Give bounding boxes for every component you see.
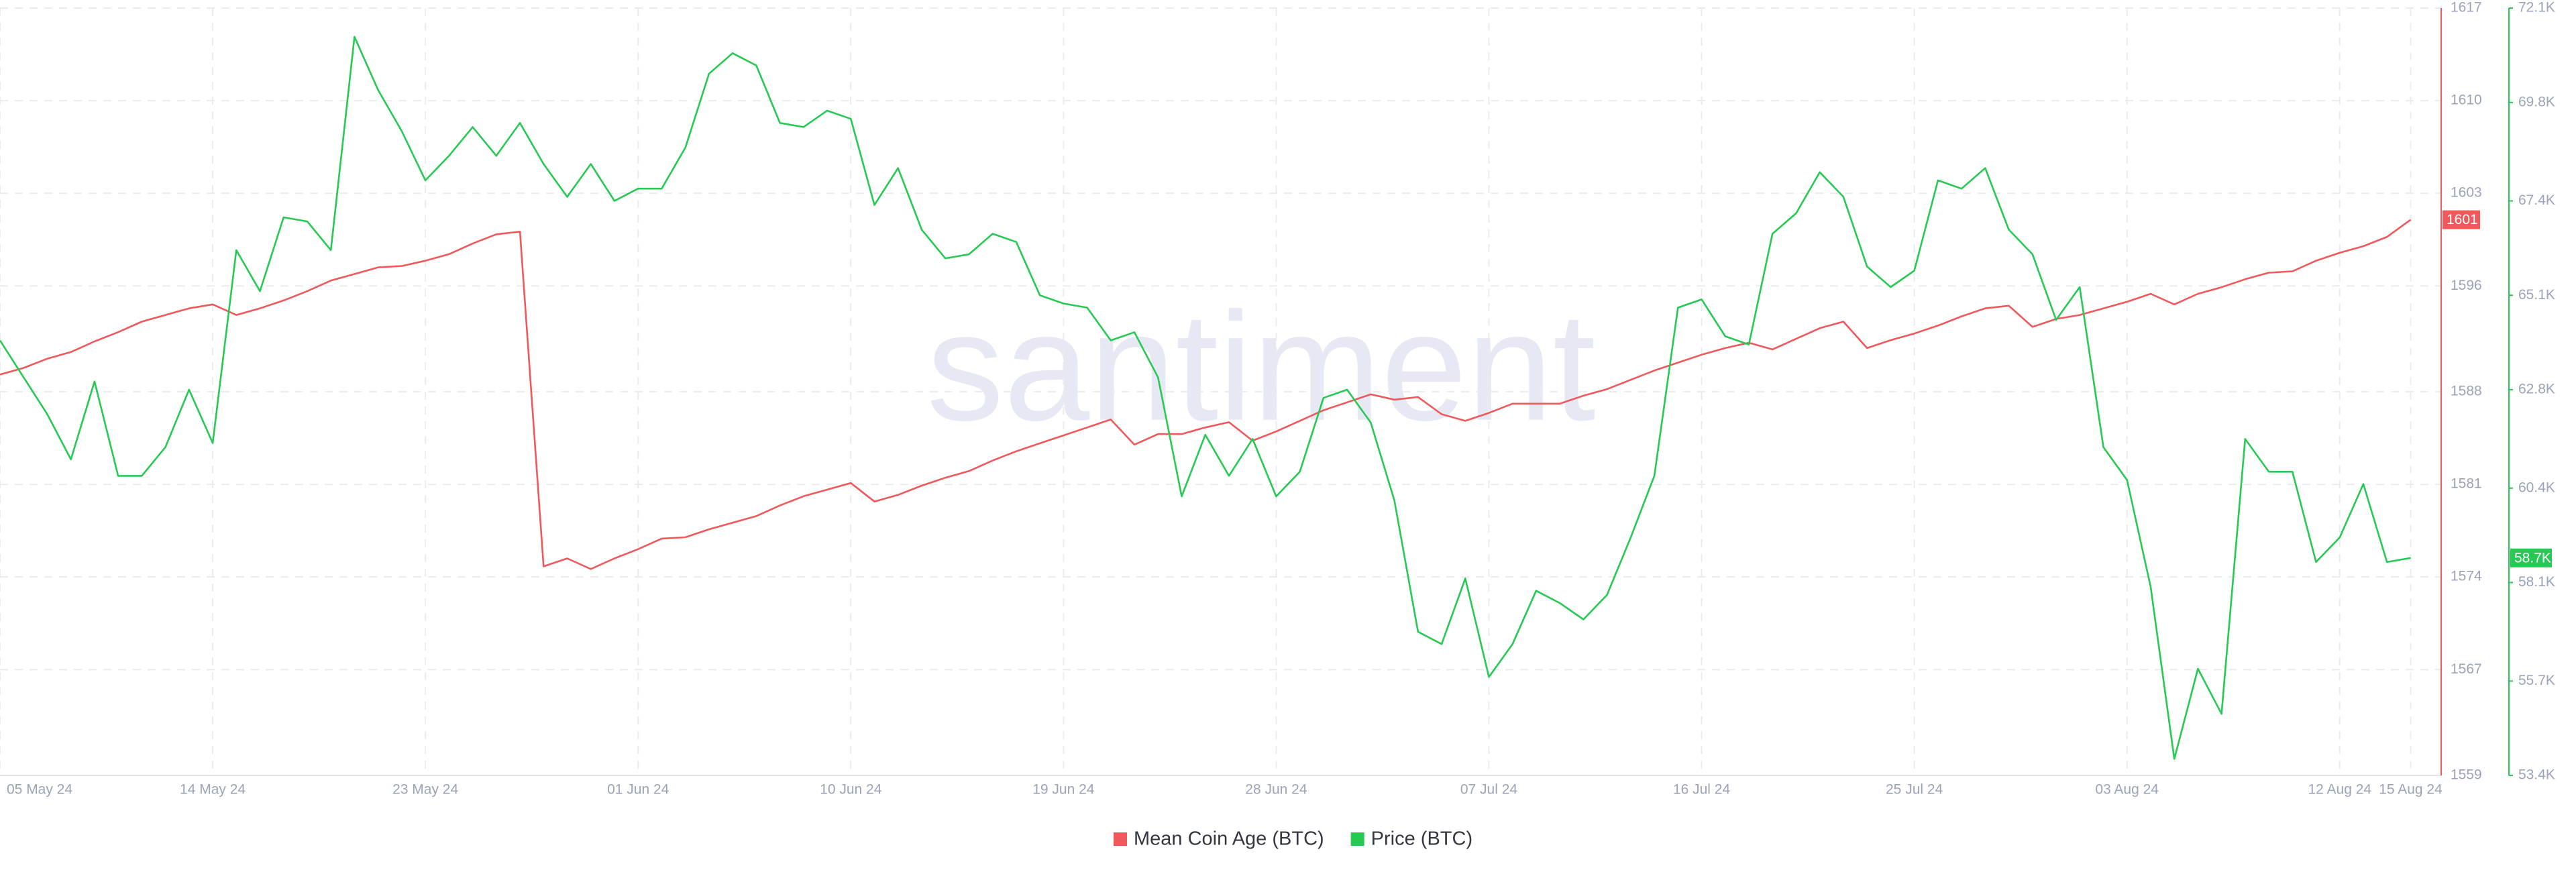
y2-tick-label: 69.8K — [2518, 94, 2555, 109]
x-tick-label: 12 Aug 24 — [2308, 782, 2371, 798]
last-value-label: 1601 — [2447, 212, 2478, 227]
x-tick-label: 28 Jun 24 — [1245, 782, 1307, 798]
y2-tick-label: 62.8K — [2518, 381, 2555, 396]
y-tick-label: 1603 — [2451, 185, 2482, 201]
x-tick-label: 05 May 24 — [7, 782, 72, 798]
x-tick-label: 03 Aug 24 — [2095, 782, 2159, 798]
last-value-label: 58.7K — [2514, 550, 2551, 565]
y2-tick-label: 60.4K — [2518, 480, 2555, 495]
y2-tick-label: 72.1K — [2518, 0, 2555, 15]
y2-tick-label: 65.1K — [2518, 287, 2555, 303]
x-tick-label: 10 Jun 24 — [820, 782, 882, 798]
x-tick-label: 23 May 24 — [392, 782, 458, 798]
series-line — [0, 36, 2411, 760]
y-tick-label: 1581 — [2451, 476, 2482, 492]
series-line — [0, 219, 2412, 570]
y-tick-label: 1617 — [2451, 0, 2482, 15]
legend-label: Price (BTC) — [1371, 828, 1472, 850]
y2-tick-label: 53.4K — [2518, 767, 2555, 783]
y2-tick-label: 67.4K — [2518, 193, 2555, 208]
x-tick-label: 15 Aug 24 — [2379, 782, 2443, 798]
y-tick-label: 1596 — [2451, 278, 2482, 293]
x-tick-label: 01 Jun 24 — [607, 782, 669, 798]
x-tick-label: 07 Jul 24 — [1460, 782, 1518, 798]
y-tick-label: 1610 — [2451, 93, 2482, 108]
y-tick-label: 1559 — [2451, 767, 2482, 783]
y-tick-label: 1588 — [2451, 384, 2482, 399]
y2-tick-label: 55.7K — [2518, 673, 2555, 688]
x-tick-label: 25 Jul 24 — [1886, 782, 1943, 798]
legend-swatch — [1350, 832, 1364, 846]
x-tick-label: 19 Jun 24 — [1032, 782, 1095, 798]
y-tick-label: 1574 — [2451, 569, 2482, 584]
legend-swatch — [1114, 832, 1127, 846]
y2-tick-label: 58.1K — [2518, 574, 2555, 590]
watermark: santiment — [926, 280, 1595, 453]
legend-label: Mean Coin Age (BTC) — [1134, 828, 1324, 850]
y-tick-label: 1567 — [2451, 661, 2482, 677]
last-value-badge — [2510, 548, 2552, 567]
last-value-badge — [2443, 210, 2480, 229]
x-tick-label: 14 May 24 — [180, 782, 246, 798]
x-tick-label: 16 Jul 24 — [1673, 782, 1731, 798]
